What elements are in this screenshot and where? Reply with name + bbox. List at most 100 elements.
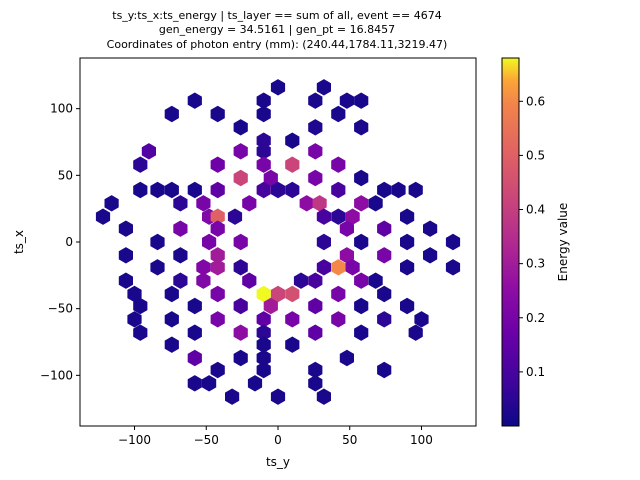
hex-cell [196, 272, 211, 289]
hex-cell [233, 233, 248, 251]
hex-cell [331, 208, 346, 225]
hex-cell [339, 247, 354, 264]
colorbar-tick-label: 0.1 [526, 365, 545, 379]
hex-cell [187, 324, 202, 341]
hex-cell [308, 119, 323, 136]
hex-cell [187, 181, 202, 199]
hex-cell [345, 208, 360, 225]
hex-cell [187, 297, 202, 315]
hex-cell [270, 388, 286, 405]
hex-cell [127, 285, 142, 303]
hex-cell [173, 195, 188, 212]
hex-cell [173, 220, 188, 237]
hex-cell [270, 285, 286, 303]
hex-cell [210, 361, 225, 379]
hex-cell [354, 297, 369, 315]
hex-cell [377, 181, 392, 199]
colorbar-tick-label: 0.2 [526, 311, 545, 325]
hex-cell [354, 119, 369, 136]
hex-cell [423, 220, 438, 237]
hex-cell [312, 195, 327, 212]
hex-cell [210, 208, 225, 225]
hex-cell [187, 92, 202, 109]
x-tick-label: 100 [410, 433, 433, 447]
hex-cell [118, 247, 133, 264]
hex-cell [104, 195, 119, 212]
hex-cell [256, 311, 271, 328]
hex-cell [233, 297, 248, 315]
hex-cell [95, 208, 111, 225]
plot-frame [79, 57, 477, 427]
hex-cell [354, 324, 369, 341]
chart-title-line-1: ts_y:ts_x:ts_energy | ts_layer == sum of… [112, 9, 441, 22]
hex-cell [400, 259, 415, 276]
y-axis-ticks: −100 −50 0 50 100 [40, 102, 80, 382]
hex-cell [316, 388, 331, 405]
hex-cell [299, 195, 314, 212]
hex-cell [308, 361, 323, 379]
x-tick-label: 0 [274, 433, 282, 447]
hex-cell [316, 259, 331, 276]
hex-cell [308, 324, 323, 341]
hex-cell [377, 311, 392, 328]
hex-cell [118, 272, 133, 289]
hex-cell [308, 375, 323, 392]
hex-cell [173, 272, 188, 289]
colorbar-ticks: 0.1 0.2 0.3 0.4 0.5 0.6 [519, 94, 545, 379]
hex-cell [196, 259, 211, 276]
hex-cell [256, 156, 271, 173]
hex-cell [256, 324, 271, 341]
hex-cell [233, 119, 248, 136]
hex-cell [285, 132, 300, 149]
colorbar-tick-label: 0.6 [526, 94, 545, 108]
chart-title-line-3: Coordinates of photon entry (mm): (240.4… [107, 38, 448, 51]
hex-cell [285, 156, 300, 173]
hex-cell [354, 169, 369, 187]
y-tick-label: 50 [58, 168, 73, 182]
hex-cell [210, 259, 225, 276]
hex-cell [242, 272, 257, 289]
hex-cell [210, 156, 225, 173]
hex-cell [263, 169, 278, 187]
y-tick-label: 100 [50, 102, 73, 116]
hex-cell [285, 285, 300, 303]
hex-cell [285, 181, 300, 199]
hex-cell [133, 181, 148, 199]
y-axis-label: ts_x [12, 230, 26, 254]
hex-cell [233, 143, 248, 160]
hex-cell [133, 156, 148, 173]
hex-cell [377, 285, 392, 303]
hex-cell [308, 169, 323, 187]
hex-cell [316, 79, 331, 96]
hex-cell [414, 311, 429, 328]
x-tick-label: −100 [118, 433, 151, 447]
colorbar-tick-label: 0.4 [526, 203, 545, 217]
hex-cell [133, 297, 148, 315]
hex-cell [391, 181, 406, 199]
hex-cell [133, 324, 148, 341]
hex-cell [141, 143, 156, 160]
hex-cell [233, 349, 248, 367]
hex-cell [316, 208, 331, 225]
hex-cell [210, 105, 225, 123]
hex-cell [256, 361, 271, 379]
hex-cell [331, 105, 346, 123]
hex-cell [233, 324, 248, 341]
hex-cell [256, 336, 271, 353]
hex-cell [293, 272, 309, 289]
hex-cell [285, 336, 300, 353]
hex-cell [339, 92, 354, 109]
hex-cell [150, 233, 165, 251]
hex-cell [345, 259, 360, 276]
hex-cell [210, 220, 225, 237]
hex-cell [339, 349, 354, 367]
hex-cell [150, 181, 165, 199]
hex-cell [445, 233, 461, 251]
hex-cell [196, 195, 211, 212]
hex-cell [331, 259, 346, 276]
hex-cell [256, 285, 271, 303]
hex-cell [354, 272, 369, 289]
colorbar-tick-label: 0.5 [526, 148, 545, 162]
hex-cell [127, 311, 142, 328]
